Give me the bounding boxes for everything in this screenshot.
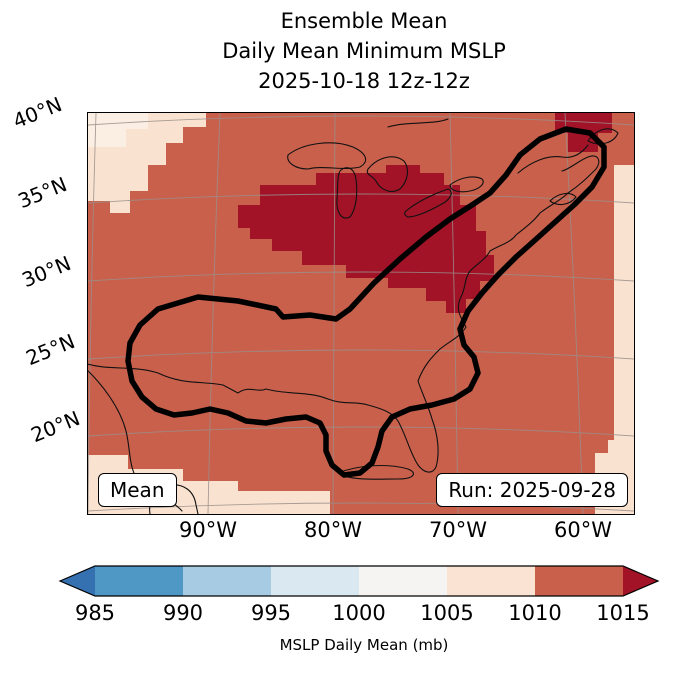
colorbar-seg-990-995 (183, 566, 271, 596)
colorbar-seg-995-1000 (271, 566, 359, 596)
colorbar-seg-1005-1010 (447, 566, 535, 596)
map-panel: Mean Run: 2025-09-28 (83, 112, 635, 515)
mslp-map (83, 112, 635, 515)
cb-tick-990: 990 (162, 601, 204, 625)
cb-tick-1015: 1015 (596, 601, 650, 625)
cb-tick-1010: 1010 (508, 601, 562, 625)
lat-tick-30n: 30°N (18, 250, 75, 293)
colorbar-svg (58, 565, 660, 597)
colorbar-seg-985-990 (95, 566, 183, 596)
colorbar-over-arrow (623, 566, 658, 596)
field-high-midatlantic (238, 165, 494, 313)
cb-tick-1000: 1000 (332, 601, 386, 625)
title-line-1: Ensemble Mean (280, 9, 448, 33)
field-pale-east (595, 165, 634, 514)
field-palest-corner (88, 113, 148, 147)
title-line-2: Daily Mean Minimum MSLP (222, 39, 506, 63)
lon-tick-80w: 80°W (304, 518, 362, 542)
mean-annotation-box: Mean (98, 473, 177, 507)
lat-tick-25n: 25°N (22, 328, 79, 371)
colorbar-outline (58, 565, 660, 597)
colorbar-axis-label: MSLP Daily Mean (mb) (279, 636, 449, 654)
ensemble-contour (125, 126, 607, 478)
graticule (87, 112, 635, 515)
lon-tick-90w: 90°W (179, 518, 237, 542)
lat-tick-40n: 40°N (9, 91, 66, 134)
run-date-annotation-box: Run: 2025-09-28 (436, 473, 628, 507)
lat-tick-35n: 35°N (14, 171, 71, 214)
colorbar-seg-1010-1015 (535, 566, 623, 596)
lon-tick-60w: 60°W (554, 518, 612, 542)
colorbar-under-arrow (60, 566, 95, 596)
title-line-3: 2025-10-18 12z-12z (258, 69, 470, 93)
colorbar (0, 565, 688, 599)
lon-tick-70w: 70°W (429, 518, 487, 542)
cb-tick-985: 985 (74, 601, 116, 625)
cb-tick-1005: 1005 (420, 601, 474, 625)
lat-tick-20n: 20°N (27, 405, 84, 448)
colorbar-seg-1000-1005 (359, 566, 447, 596)
cb-tick-995: 995 (250, 601, 292, 625)
